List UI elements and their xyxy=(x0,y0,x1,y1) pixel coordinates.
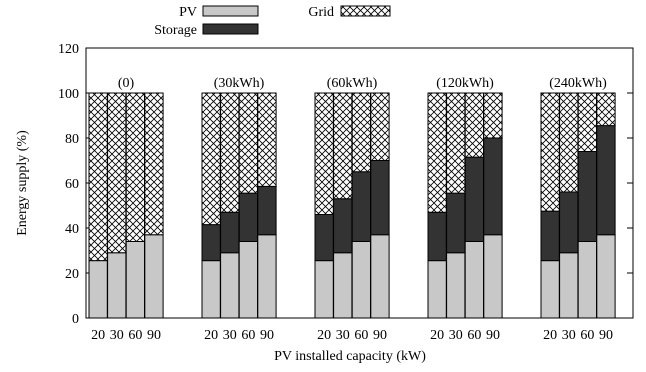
bar-grid xyxy=(370,92,390,161)
x-tick-label: 20 xyxy=(204,328,218,343)
x-tick-label: 30 xyxy=(223,328,237,343)
bar-grid xyxy=(88,92,108,262)
y-tick-label: 40 xyxy=(65,222,79,237)
bar-storage xyxy=(314,214,334,262)
bar-grid xyxy=(144,92,164,236)
bar-storage xyxy=(257,185,277,236)
x-tick-label: 90 xyxy=(599,328,613,343)
y-axis-title: Energy supply (%) xyxy=(15,130,30,236)
group-label: (120kWh) xyxy=(436,76,494,91)
x-tick-label: 30 xyxy=(110,328,124,343)
bar-storage xyxy=(238,192,258,242)
y-tick-label: 60 xyxy=(65,177,79,192)
x-tick-label: 60 xyxy=(467,328,481,343)
bar-grid xyxy=(427,92,447,213)
plot-area: 0 20 40 60 80 100 120 20 30 60 90 (0) 20 30 60 90 (30kWh… xyxy=(58,42,634,343)
bar-pv xyxy=(238,241,258,319)
bar-pv xyxy=(201,260,221,319)
x-tick-label: 30 xyxy=(562,328,576,343)
group-label: (240kWh) xyxy=(549,76,607,91)
bar-grid xyxy=(351,92,372,173)
bar-storage xyxy=(370,160,390,236)
bar-pv xyxy=(333,252,353,319)
bar-grid xyxy=(125,92,145,242)
x-tick-label: 60 xyxy=(241,328,255,343)
x-tick-label: 60 xyxy=(354,328,368,343)
bar-storage xyxy=(540,210,560,262)
x-tick-label: 60 xyxy=(580,328,594,343)
y-tick-label: 0 xyxy=(72,312,79,327)
bar-storage xyxy=(446,192,466,254)
x-axis-title: PV installed capacity (kW) xyxy=(274,349,426,364)
x-tick-label: 30 xyxy=(336,328,350,343)
x-tick-label: 20 xyxy=(317,328,331,343)
bar-storage xyxy=(577,151,598,242)
x-tick-label: 60 xyxy=(128,328,142,343)
bar-pv xyxy=(351,241,372,319)
x-tick-label: 30 xyxy=(449,328,463,343)
bar-storage xyxy=(333,198,353,254)
bar-grid xyxy=(238,92,258,194)
bar-pv xyxy=(446,252,466,319)
bar-pv xyxy=(577,241,598,319)
bar-pv xyxy=(464,241,485,319)
bar-grid xyxy=(333,92,353,200)
bar-grid xyxy=(201,92,221,226)
x-tick-label: 90 xyxy=(486,328,500,343)
bar-grid xyxy=(483,92,503,139)
bar-grid xyxy=(540,92,560,212)
legend-label-pv: PV xyxy=(179,5,197,20)
bar-pv xyxy=(559,252,579,319)
bar-pv xyxy=(540,260,560,319)
bar-storage xyxy=(220,211,240,254)
bar-pv xyxy=(596,234,616,319)
bar-pv xyxy=(107,252,127,319)
legend-label-storage: Storage xyxy=(154,23,197,38)
group-label: (30kWh) xyxy=(214,76,265,91)
group-label: (60kWh) xyxy=(327,76,378,91)
bar-storage xyxy=(201,224,221,262)
legend-label-grid: Grid xyxy=(308,5,334,20)
bar-storage xyxy=(483,137,503,236)
bar-grid xyxy=(464,92,485,158)
x-tick-label: 20 xyxy=(430,328,444,343)
bar-grid xyxy=(577,92,598,152)
legend-swatch-grid xyxy=(340,5,391,17)
legend-swatch-pv xyxy=(202,5,259,17)
bar-storage xyxy=(596,125,616,236)
y-tick-label: 100 xyxy=(58,87,79,102)
x-tick-label: 20 xyxy=(543,328,557,343)
x-tick-label: 20 xyxy=(91,328,105,343)
x-tick-label: 90 xyxy=(373,328,387,343)
bar-pv xyxy=(257,234,277,319)
bar-pv xyxy=(370,234,390,319)
bar-pv xyxy=(427,260,447,319)
bar-storage xyxy=(427,211,447,262)
legend-swatch-storage xyxy=(202,23,259,35)
x-tick-label: 90 xyxy=(147,328,161,343)
group-label: (0) xyxy=(118,76,135,91)
bar-grid xyxy=(596,92,616,127)
bar-grid xyxy=(220,92,240,213)
x-tick-label: 90 xyxy=(260,328,274,343)
bar-pv xyxy=(314,260,334,319)
bar-storage xyxy=(464,156,485,242)
bar-grid xyxy=(107,92,127,254)
bar-grid xyxy=(257,92,277,187)
legend: PV Storage Grid xyxy=(154,5,391,38)
bar-pv xyxy=(483,234,503,319)
y-tick-label: 120 xyxy=(58,42,79,57)
bar-storage xyxy=(559,191,579,254)
bar-pv xyxy=(144,234,164,319)
bar-pv xyxy=(125,241,145,319)
y-tick-label: 20 xyxy=(65,267,79,282)
bar-grid xyxy=(446,92,466,194)
y-tick-label: 80 xyxy=(65,132,79,147)
bar-pv xyxy=(220,252,240,319)
bar-grid xyxy=(314,92,334,215)
bar-storage xyxy=(351,171,372,242)
bar-grid xyxy=(559,92,579,193)
bar-pv xyxy=(88,260,108,319)
